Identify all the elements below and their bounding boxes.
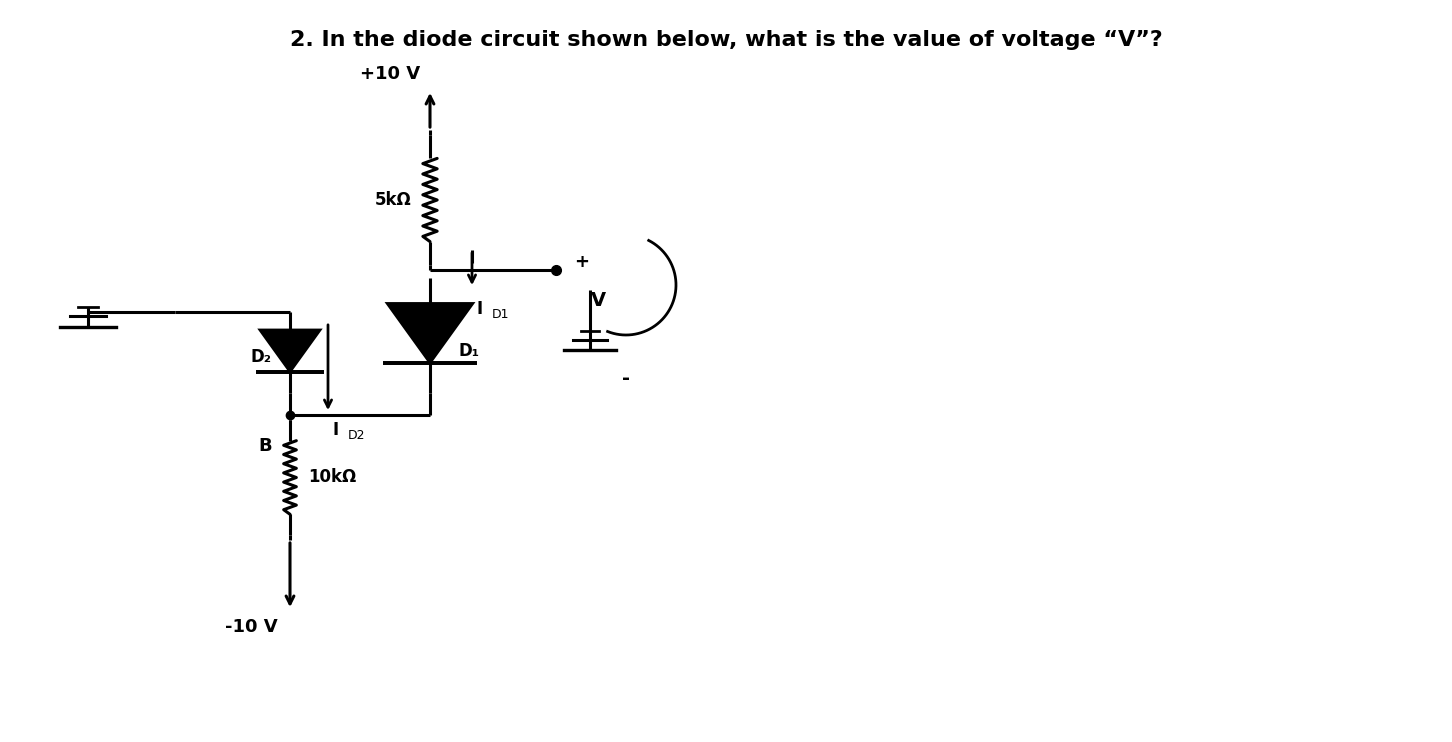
Text: V: V [591, 291, 605, 309]
Text: 10kΩ: 10kΩ [308, 468, 356, 487]
Polygon shape [386, 303, 473, 363]
Text: D2: D2 [348, 429, 366, 442]
Text: B: B [258, 437, 272, 455]
Text: +: + [574, 253, 590, 271]
Text: D1: D1 [492, 308, 510, 321]
Text: I: I [333, 421, 340, 439]
Text: 2. In the diode circuit shown below, what is the value of voltage “V”?: 2. In the diode circuit shown below, wha… [289, 30, 1163, 50]
Text: D₂: D₂ [251, 349, 272, 367]
Text: I: I [478, 300, 484, 318]
Text: D₁: D₁ [457, 341, 479, 360]
Text: -10 V: -10 V [225, 618, 277, 636]
Text: -: - [621, 369, 630, 387]
Text: +10 V: +10 V [360, 65, 420, 83]
Text: 5kΩ: 5kΩ [375, 191, 412, 209]
Polygon shape [260, 330, 321, 372]
